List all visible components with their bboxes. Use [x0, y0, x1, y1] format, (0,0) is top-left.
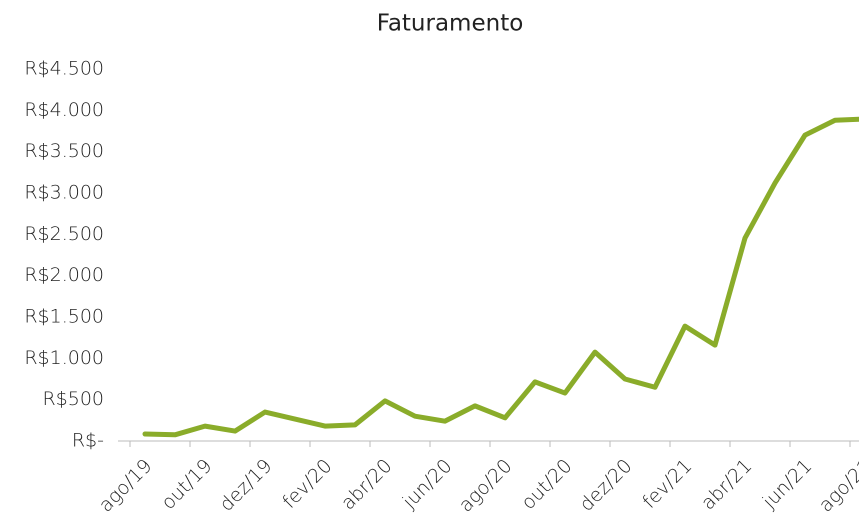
- y-tick-label: R$500: [42, 388, 104, 410]
- x-tick-label: abr/21: [697, 455, 756, 514]
- y-tick-label: R$3.000: [24, 182, 104, 204]
- x-tick-label: ago/19: [95, 455, 157, 517]
- x-tick-label: fev/20: [278, 455, 336, 513]
- y-tick-label: R$4.000: [24, 99, 104, 121]
- y-tick-label: R$1.000: [24, 347, 104, 369]
- x-tick-label: out/19: [157, 455, 216, 514]
- x-tick-label: dez/19: [215, 455, 276, 516]
- y-tick-label: R$3.500: [24, 140, 104, 162]
- x-tick-label: jun/20: [398, 455, 457, 514]
- x-tick-label: out/20: [517, 455, 576, 514]
- x-tick-label: abr/20: [337, 455, 396, 514]
- y-tick-label: R$-: [72, 430, 104, 452]
- chart-title: Faturamento: [377, 11, 524, 37]
- y-tick-label: R$2.500: [24, 223, 104, 245]
- x-tick-label: ago/20: [455, 455, 517, 517]
- x-tick-label: fev/21: [638, 455, 696, 513]
- data-line: [142, 116, 859, 438]
- x-tick-label: dez/20: [575, 455, 636, 516]
- y-tick-label: R$2.000: [24, 264, 104, 286]
- y-tick-label: R$1.500: [24, 306, 104, 328]
- x-tick-label: jun/21: [758, 455, 817, 514]
- y-tick-label: R$4.500: [24, 58, 104, 80]
- x-tick-label: ago/21: [815, 455, 859, 517]
